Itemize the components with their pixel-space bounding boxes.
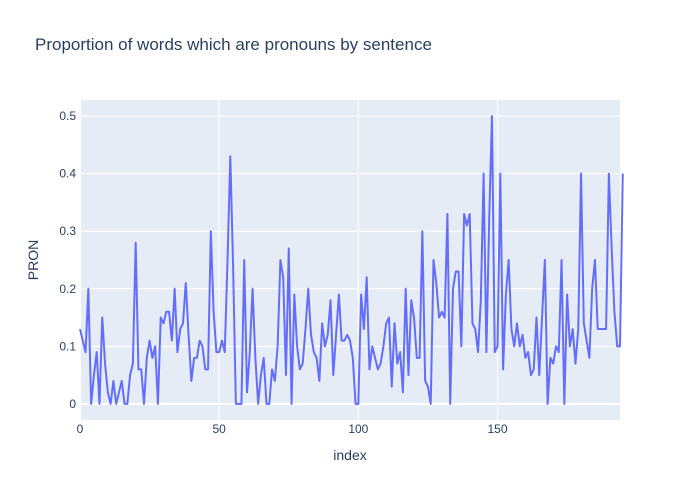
- x-tick-label: 100: [348, 422, 368, 436]
- y-axis-title: PRON: [25, 240, 41, 280]
- y-tick-label: 0: [69, 397, 76, 411]
- x-tick-labels: 0 50 100 150: [77, 422, 508, 436]
- y-tick-label: 0.2: [59, 282, 76, 296]
- x-tick-label: 0: [77, 422, 84, 436]
- x-axis-title: index: [333, 447, 366, 463]
- series-line[interactable]: [79, 115, 624, 405]
- y-tick-label: 0.3: [59, 224, 76, 238]
- y-tick-label: 0.4: [59, 167, 76, 181]
- x-tick-label: 150: [488, 422, 508, 436]
- x-tick-label: 50: [212, 422, 226, 436]
- grid-lines: [80, 100, 620, 420]
- y-tick-label: 0.1: [59, 339, 76, 353]
- chart-title: Proportion of words which are pronouns b…: [35, 35, 432, 54]
- y-tick-label: 0.5: [59, 109, 76, 123]
- y-tick-labels: 0 0.1 0.2 0.3 0.4 0.5: [59, 109, 76, 411]
